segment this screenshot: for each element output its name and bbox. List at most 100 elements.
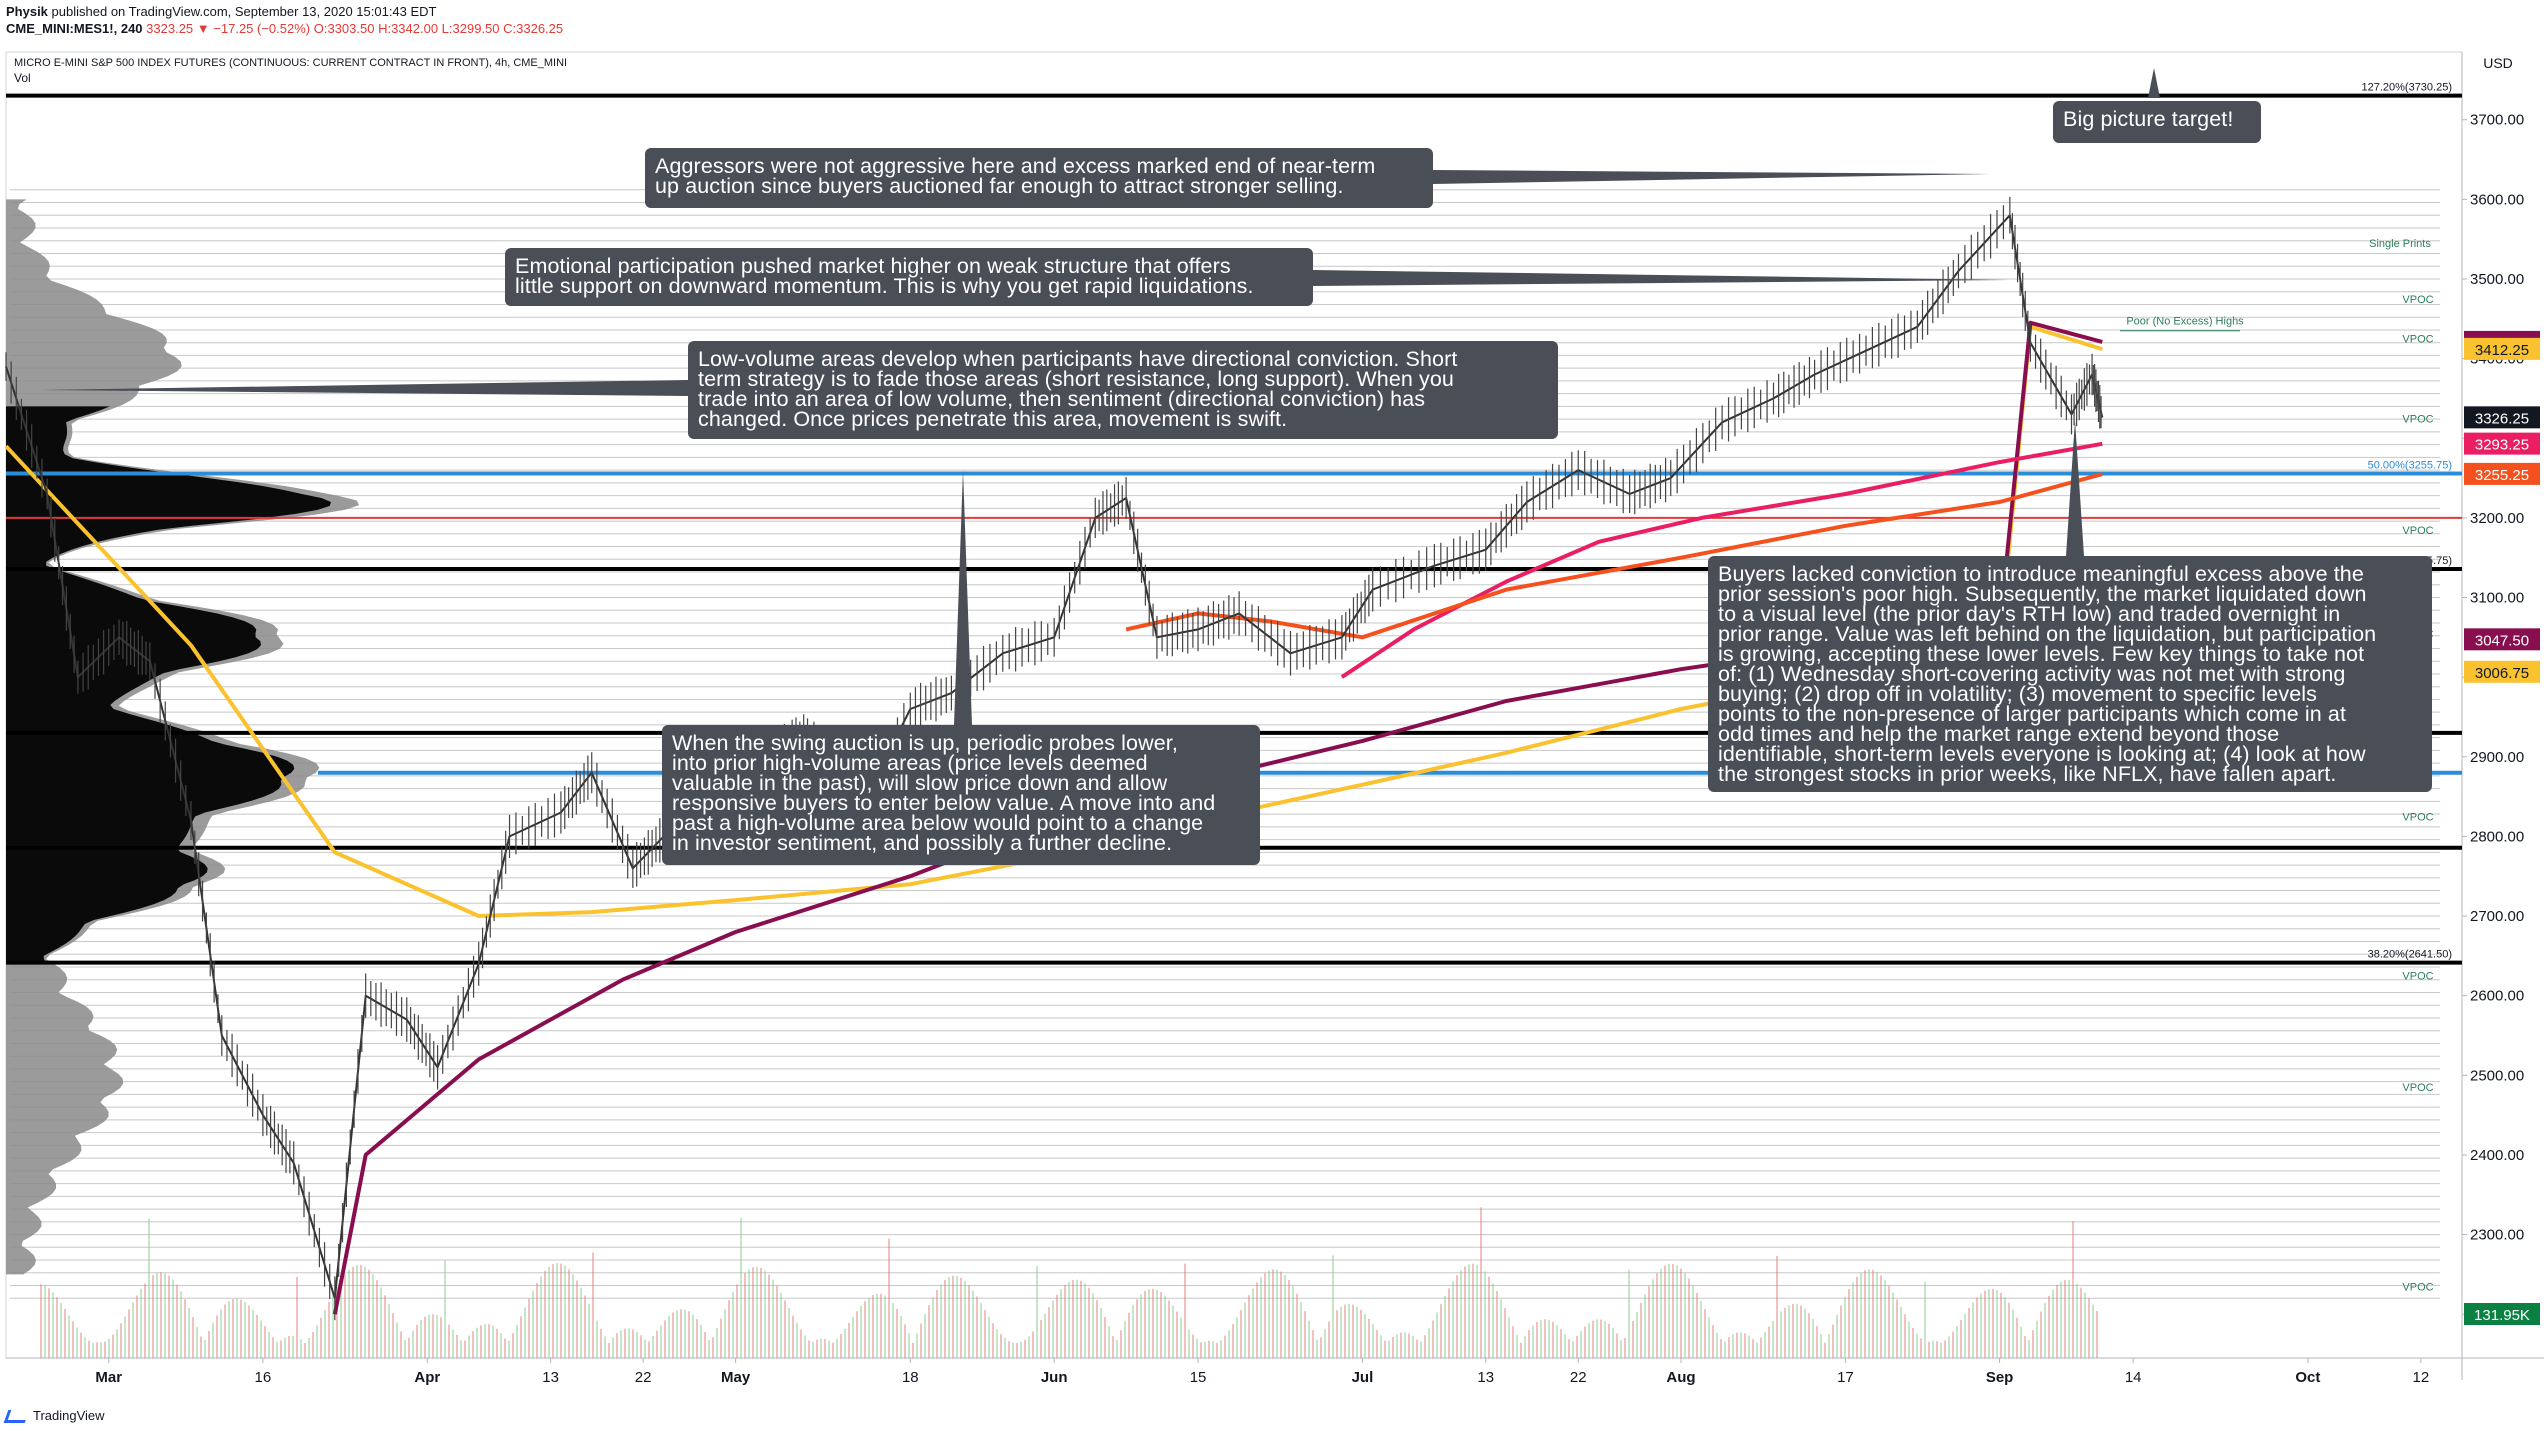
- volume-bar: [1636, 1311, 1638, 1358]
- volume-bar: [676, 1310, 678, 1358]
- volume-bar: [964, 1280, 966, 1358]
- volume-bar: [920, 1323, 922, 1358]
- annotation-big-picture-target[interactable]: Big picture target!: [2053, 101, 2261, 143]
- tradingview-logo[interactable]: TradingView: [3, 1408, 105, 1424]
- volume-bar: [708, 1340, 710, 1358]
- volume-bar: [1252, 1288, 1254, 1358]
- annotation-emotional-participation[interactable]: Emotional participation pushed market hi…: [505, 248, 1313, 306]
- volume-bar: [64, 1308, 66, 1358]
- author-name[interactable]: Physik: [6, 4, 48, 19]
- volume-bar: [164, 1273, 166, 1358]
- volume-bar: [744, 1272, 746, 1358]
- volume-bar: [472, 1331, 474, 1358]
- price-label-value: 3006.75: [2475, 665, 2529, 682]
- volume-bar: [624, 1328, 626, 1358]
- volume-bar: [1488, 1276, 1490, 1358]
- volume-bar: [976, 1296, 978, 1358]
- volume-bar: [2088, 1298, 2090, 1358]
- volume-bar: [1360, 1309, 1362, 1358]
- volume-bar: [1860, 1272, 1862, 1358]
- vpoc-label: VPOC: [2402, 334, 2433, 346]
- volume-bar: [72, 1321, 74, 1358]
- volume-bar: [220, 1309, 222, 1358]
- volume-bar: [1632, 1320, 1634, 1358]
- volume-bar: [752, 1267, 754, 1358]
- volume-bar: [1512, 1326, 1514, 1358]
- annotation-buyers-lacked-conviction[interactable]: Buyers lacked conviction to introduce me…: [1708, 556, 2432, 792]
- volume-bar: [120, 1323, 122, 1358]
- publish-text: published on TradingView.com, September …: [51, 4, 437, 19]
- volume-bar: [1160, 1292, 1162, 1358]
- volume-bar: [312, 1332, 314, 1358]
- volume-bar: [1108, 1326, 1110, 1358]
- volume-bar: [460, 1340, 462, 1358]
- volume-bar: [1516, 1334, 1518, 1358]
- volume-bar: [824, 1338, 826, 1358]
- volume-bar: [2032, 1330, 2034, 1358]
- volume-bar: [56, 1297, 58, 1358]
- volume-bar: [1640, 1302, 1642, 1358]
- volume-bar: [664, 1320, 666, 1358]
- volume-bar: [1508, 1317, 1510, 1358]
- vpoc-label: VPOC: [2402, 1281, 2433, 1293]
- volume-bar: [1588, 1323, 1590, 1358]
- volume-bar: [1464, 1266, 1466, 1358]
- volume-bar: [712, 1337, 714, 1358]
- volume-bar: [2040, 1311, 2042, 1358]
- price-label-value: 3255.25: [2475, 467, 2529, 484]
- volume-bar: [1524, 1336, 1526, 1358]
- volume-bar: [44, 1285, 46, 1358]
- vpoc-label: VPOC: [2402, 971, 2433, 983]
- volume-bar: [1656, 1273, 1658, 1358]
- volume-bar: [1048, 1307, 1050, 1358]
- volume-bar: [144, 1283, 146, 1358]
- poor-highs-label: Poor (No Excess) Highs: [2126, 315, 2244, 327]
- volume-bar: [504, 1338, 506, 1358]
- volume-bar: [1692, 1285, 1694, 1358]
- volume-bar: [1100, 1308, 1102, 1358]
- volume-bar: [212, 1322, 214, 1358]
- volume-bar: [1340, 1306, 1342, 1358]
- volume-bar: [1548, 1320, 1550, 1358]
- volume-bar: [1120, 1330, 1122, 1358]
- volume-bar: [1172, 1305, 1174, 1358]
- volume-bar: [292, 1335, 294, 1358]
- volume-bar: [320, 1317, 322, 1358]
- aggressors-pointer: [1433, 170, 1990, 184]
- volume-bar: [340, 1280, 342, 1358]
- volume-bar: [316, 1325, 318, 1358]
- annotation-swing-auction[interactable]: When the swing auction is up, periodic p…: [662, 725, 1260, 865]
- annotation-aggressors[interactable]: Aggressors were not aggressive here and …: [645, 148, 1433, 208]
- volume-bar: [552, 1264, 554, 1358]
- annotation-low-volume-areas[interactable]: Low-volume areas develop when participan…: [688, 341, 1558, 439]
- x-axis-tick-label: Jul: [1352, 1369, 1374, 1386]
- volume-bar: [1616, 1333, 1618, 1358]
- volume-bar: [1644, 1294, 1646, 1358]
- volume-bar: [1696, 1292, 1698, 1358]
- volume-bar: [792, 1315, 794, 1358]
- volume-bar: [1380, 1335, 1382, 1358]
- volume-bar: [1624, 1338, 1626, 1358]
- volume-bar: [2096, 1310, 2098, 1358]
- volume-bar: [60, 1302, 62, 1358]
- volume-bar: [1844, 1296, 1846, 1358]
- volume-bar: [1652, 1279, 1654, 1358]
- volume-bar: [2080, 1287, 2082, 1358]
- volume-bar: [1932, 1340, 1934, 1358]
- volume-bar: [1836, 1314, 1838, 1358]
- volume-bar: [1324, 1328, 1326, 1358]
- volume-bar: [1612, 1328, 1614, 1358]
- volume-bar: [104, 1341, 106, 1358]
- volume-bar: [152, 1275, 154, 1358]
- volume-bar: [2036, 1320, 2038, 1358]
- volume-bar: [760, 1267, 762, 1358]
- price-label-value: 3412.25: [2475, 342, 2529, 359]
- volume-bar: [1256, 1282, 1258, 1358]
- volume-bar: [176, 1284, 178, 1358]
- volume-bar: [1328, 1321, 1330, 1358]
- symbol-name[interactable]: CME_MINI:MES1!, 240: [6, 21, 143, 36]
- volume-bar: [440, 1317, 442, 1358]
- volume-bar: [1876, 1271, 1878, 1358]
- volume-bar: [184, 1299, 186, 1358]
